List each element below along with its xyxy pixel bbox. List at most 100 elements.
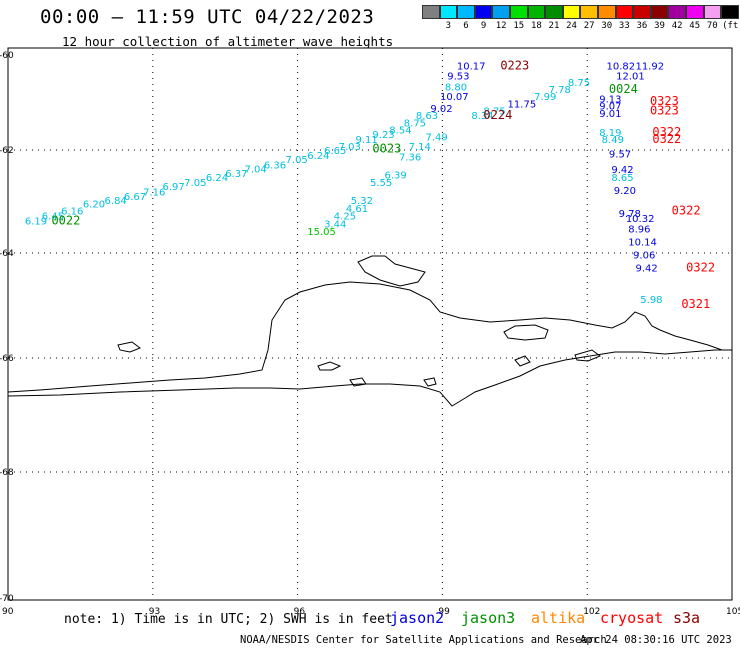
ice-shelf-5 [349,377,367,387]
color-swatch [703,5,722,19]
swh-value: 8.75 [404,118,426,129]
lon-tick-label: 90 [2,607,14,617]
scale-label: 21 [548,21,560,31]
pass-time-label: 0023 [372,142,401,156]
swh-value: 10.17 [457,61,486,72]
swh-value: 7.78 [549,85,571,96]
lon-tick-label: 102 [583,607,600,617]
swh-value: 9.07 [599,102,621,113]
color-scale-bar [422,5,739,19]
color-swatch [457,5,475,19]
color-swatch [439,5,458,19]
scale-label: 24 [566,21,577,31]
swh-value: 9.53 [447,72,469,83]
pass-time-label: 0022 [51,214,80,228]
swh-value: 10.32 [626,214,655,225]
scale-label: 30 [601,21,613,31]
swh-value: 6.24 [307,151,329,162]
swh-value: 5.98 [640,295,662,306]
swh-value: 4.61 [346,204,368,215]
swh-value: 6.67 [124,192,146,203]
color-swatch [633,5,651,19]
legend-jason2: jason2 [390,609,445,627]
legend-jason3: jason3 [461,609,516,627]
swh-value: 8.80 [445,83,467,94]
swh-value: 8.75 [568,78,590,89]
swh-value: 10.07 [440,92,469,103]
color-swatch [527,5,546,19]
swh-value: 6.39 [384,170,406,181]
swh-value: 8.19 [599,128,621,139]
swh-value: 6.16 [61,206,83,217]
swh-value: 11.75 [508,99,537,110]
color-swatch [492,5,510,19]
ice-shelf-1 [503,324,549,341]
pass-time-label: 0322 [652,132,681,146]
swh-value: 8.34 [471,111,493,122]
swh-value: 6.45 [42,212,64,223]
swh-value: 9.20 [614,186,636,197]
swh-value: 7.36 [399,152,421,163]
swh-value: 6.20 [83,200,105,211]
antarctic-coastline [7,281,732,393]
note-text: note: 1) Time is in UTC; 2) SWH is in fe… [64,612,393,627]
swh-value: 9.02 [430,104,452,115]
swh-value: 6.84 [105,196,127,207]
swh-points: 6.196.456.166.20 6.846.677.166.97 7.05 6.24… [25,61,664,306]
pass-time-label: 0024 [609,82,638,96]
swh-value: 6.24 [206,173,228,184]
swh-value: 10.14 [628,237,657,248]
color-swatch [562,5,581,19]
page-subtitle: 12 hour collection of altimeter wave hei… [62,34,394,49]
axis-labels: 90 93 96 99 102 105 -60 -62 -64 -66 -68 -70 [0,51,740,617]
footer-credit: NOAA/NESDIS Center for Satellite Applica… [240,634,607,646]
color-swatch [615,5,634,19]
map-frame [7,47,733,601]
swh-value: 7.05 [184,178,206,189]
color-swatch [650,5,669,19]
swh-value: 6.65 [324,146,346,157]
lon-tick-label: 105 [726,607,740,617]
scale-label: 70 [706,21,718,31]
scale-label: 9 [480,21,487,31]
scale-label: 6 [463,21,469,31]
lat-tick-label: -60 [0,51,14,61]
swh-value: 3.44 [324,219,346,230]
scale-label: 33 [618,21,630,31]
swh-value: 5.55 [370,178,392,189]
color-swatch [474,5,493,19]
color-swatch [721,5,739,19]
swh-value: 9.57 [609,150,631,161]
ice-shelf-6 [514,355,531,367]
pass-time-label: 0323 [650,94,679,108]
scale-label: 45 [689,21,701,31]
swh-value: 7.04 [245,165,267,176]
footer-timestamp: Apr 24 08:30:16 UTC 2023 [580,634,732,646]
swh-value: 8.63 [416,111,438,122]
lon-tick-label: 96 [294,607,306,617]
page-title: 00:00 — 11:59 UTC 04/22/2023 [40,6,375,28]
color-swatch [509,5,528,19]
swh-value: 9.42 [635,263,657,274]
legend-s3a: s3a [673,609,701,627]
swh-value: 8.54 [389,125,411,136]
lat-tick-label: -66 [0,354,14,364]
color-swatch [668,5,686,19]
swh-value: 9.11 [356,135,378,146]
ice-shelf-7 [423,377,437,387]
swh-value: 8.49 [602,135,624,146]
pass-time-label: 0322 [652,125,681,139]
pass-time-label: 0323 [650,103,679,117]
lon-tick-label: 93 [149,607,160,617]
swh-value: 9.06 [633,250,655,261]
pass-time-label: 0224 [483,108,512,122]
scale-label: 42 [671,21,683,31]
ice-shelf-4 [317,361,342,371]
scale-label: 36 [636,21,648,31]
pass-time-label: 0322 [686,260,715,274]
swh-value: 7.14 [409,142,431,153]
swh-value: 5.32 [351,196,373,207]
swh-value: 4.25 [334,212,356,223]
ice-shelf-3 [574,349,601,362]
